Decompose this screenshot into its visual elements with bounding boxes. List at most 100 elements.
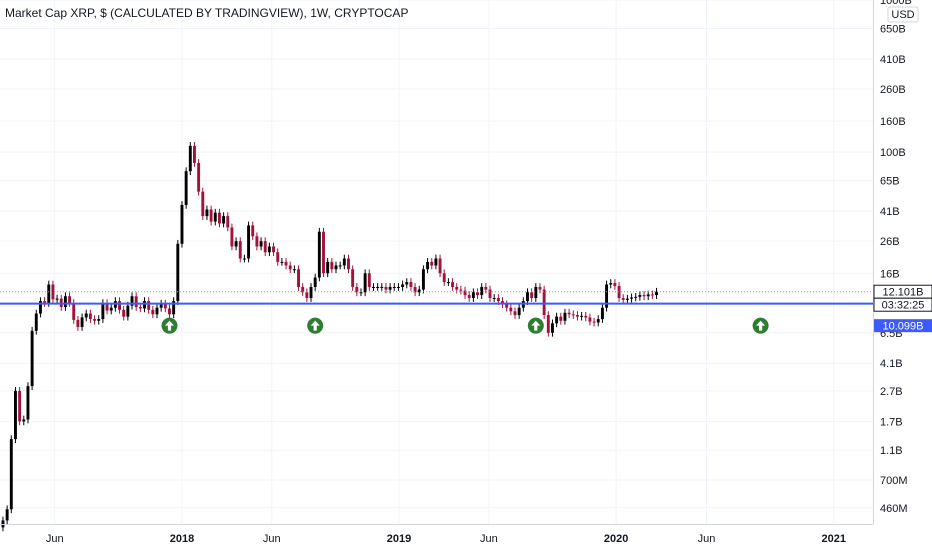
candle bbox=[584, 311, 588, 322]
candle bbox=[459, 285, 463, 295]
candle bbox=[180, 201, 184, 248]
y-tick-label: 41B bbox=[880, 206, 900, 218]
candle bbox=[209, 205, 213, 226]
candle bbox=[617, 282, 621, 302]
candle bbox=[272, 242, 276, 257]
candle bbox=[51, 280, 55, 304]
candle bbox=[551, 319, 554, 337]
candle bbox=[201, 187, 205, 220]
support-tag: 10.099B bbox=[874, 319, 932, 333]
candle bbox=[76, 316, 80, 331]
candle bbox=[426, 258, 430, 274]
y-tick-label: 460M bbox=[880, 503, 908, 515]
candle bbox=[301, 283, 305, 297]
candle bbox=[467, 291, 471, 302]
support-label: 10.099B bbox=[883, 321, 924, 333]
candle bbox=[147, 297, 151, 314]
candle bbox=[93, 315, 97, 325]
candle bbox=[634, 292, 638, 302]
candle bbox=[34, 309, 38, 335]
candle bbox=[263, 237, 267, 257]
candle bbox=[184, 167, 188, 209]
y-tick-label: 1.7B bbox=[880, 416, 903, 428]
candle bbox=[351, 265, 355, 291]
candle bbox=[655, 287, 658, 299]
candle bbox=[205, 205, 209, 220]
candle bbox=[163, 299, 167, 313]
candle bbox=[172, 297, 176, 319]
candle bbox=[517, 303, 521, 319]
candle bbox=[276, 248, 280, 266]
candle bbox=[118, 297, 121, 314]
candle bbox=[134, 292, 138, 311]
candle bbox=[22, 415, 26, 426]
candle bbox=[5, 505, 9, 525]
y-tick-label: 100B bbox=[880, 147, 906, 159]
x-tick-label: 2019 bbox=[387, 533, 411, 545]
candle bbox=[251, 221, 255, 241]
candle bbox=[126, 301, 130, 321]
candle bbox=[392, 283, 396, 291]
currency-badge-label: USD bbox=[891, 9, 914, 21]
candle bbox=[322, 227, 325, 278]
candle bbox=[421, 265, 425, 294]
candle bbox=[105, 299, 109, 315]
y-tick-label: 26B bbox=[880, 236, 900, 248]
candle bbox=[484, 283, 488, 294]
candle bbox=[376, 283, 380, 291]
candle bbox=[638, 291, 642, 301]
candle bbox=[592, 317, 596, 327]
up-arrow-icon[interactable] bbox=[161, 317, 178, 334]
candle bbox=[197, 159, 201, 196]
candle bbox=[334, 261, 338, 274]
candle bbox=[613, 279, 617, 290]
candle bbox=[650, 290, 654, 299]
time-axis[interactable]: Jun 2018 Jun 2019 Jun 2020 Jun 2021 bbox=[46, 533, 846, 545]
currency-badge[interactable]: USD bbox=[887, 6, 919, 23]
up-arrow-icon[interactable] bbox=[527, 317, 544, 334]
candle bbox=[342, 254, 346, 270]
up-arrow-icon[interactable] bbox=[307, 317, 324, 334]
candle bbox=[526, 288, 529, 305]
candle bbox=[571, 310, 575, 319]
y-tick-label: 1.1B bbox=[880, 445, 903, 457]
candle bbox=[384, 283, 388, 294]
candle bbox=[476, 288, 479, 299]
candle bbox=[242, 254, 246, 263]
candle bbox=[313, 273, 317, 291]
price-axis[interactable]: 1000B650B410B260B160B100B65B41B26B16B6.5… bbox=[880, 0, 912, 515]
candle bbox=[588, 313, 592, 326]
candle bbox=[471, 288, 475, 302]
candle bbox=[596, 315, 600, 327]
candle bbox=[38, 297, 42, 318]
candle bbox=[567, 308, 571, 319]
candle bbox=[213, 208, 217, 226]
candle bbox=[630, 293, 634, 303]
countdown-label: 03:32:25 bbox=[882, 300, 925, 312]
candle bbox=[14, 386, 17, 443]
up-arrow-icon[interactable] bbox=[752, 317, 769, 334]
candle bbox=[434, 254, 438, 270]
candle bbox=[559, 312, 563, 325]
candle bbox=[297, 265, 300, 291]
candle bbox=[396, 283, 400, 291]
x-tick-label: Jun bbox=[480, 533, 498, 545]
y-tick-label: 160B bbox=[880, 116, 906, 128]
candle bbox=[372, 283, 375, 291]
candle bbox=[230, 223, 234, 251]
candle bbox=[309, 283, 313, 302]
candle bbox=[326, 258, 330, 278]
candle bbox=[155, 303, 159, 319]
candle bbox=[9, 435, 13, 514]
candle bbox=[646, 290, 650, 301]
signal-markers[interactable] bbox=[161, 317, 769, 334]
candle bbox=[68, 292, 72, 307]
candle bbox=[417, 285, 421, 297]
candle bbox=[359, 288, 363, 297]
candle bbox=[43, 297, 47, 307]
candle bbox=[401, 280, 405, 291]
candle bbox=[609, 279, 613, 289]
y-tick-label: 700M bbox=[880, 475, 908, 487]
candle bbox=[363, 269, 367, 297]
candle bbox=[284, 258, 288, 270]
